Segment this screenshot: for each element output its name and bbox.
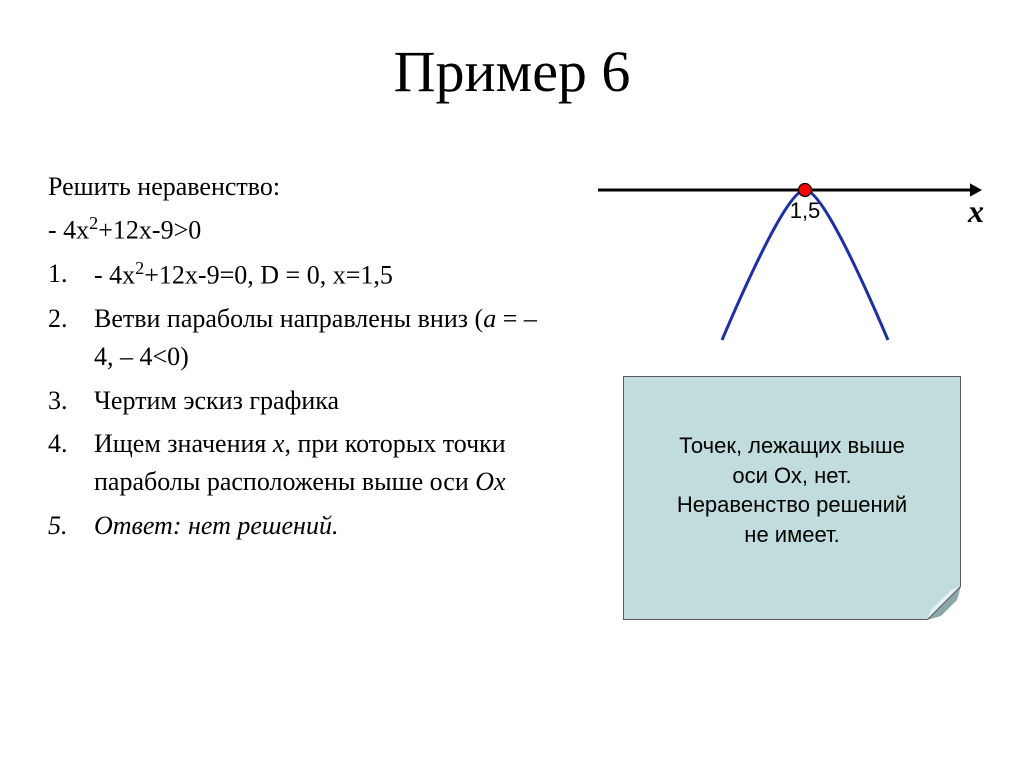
page-curl-icon — [927, 586, 961, 620]
solution-step: Чертим эскиз графика — [48, 382, 558, 420]
note-text: Точек, лежащих вышеоси Ох, нет.Неравенст… — [677, 431, 907, 550]
page-title: Пример 6 — [0, 0, 1024, 105]
prompt-text: Решить неравенство: — [48, 168, 558, 206]
solution-step: Ответ: нет решений. — [48, 507, 558, 545]
inequality-expression: - 4x2+12x-9>0 — [48, 210, 558, 249]
solution-step: - 4x2+12x-9=0, D = 0, x=1,5 — [48, 255, 558, 294]
note-content: Точек, лежащих вышеоси Ох, нет.Неравенст… — [623, 376, 961, 620]
solution-steps: - 4x2+12x-9=0, D = 0, x=1,5 Ветви парабол… — [48, 255, 558, 544]
solution-step: Ветви параболы направлены вниз (a = – 4,… — [48, 300, 558, 375]
svg-text:1,5: 1,5 — [790, 198, 821, 223]
svg-text:x: x — [967, 193, 984, 229]
parabola-diagram: 1,5 x — [590, 160, 990, 350]
solution-text: Решить неравенство: - 4x2+12x-9>0 - 4x2+… — [48, 168, 558, 551]
solution-step: Ищем значения x, при которых точки параб… — [48, 425, 558, 500]
note-box: Точек, лежащих вышеоси Ох, нет.Неравенст… — [623, 376, 961, 620]
